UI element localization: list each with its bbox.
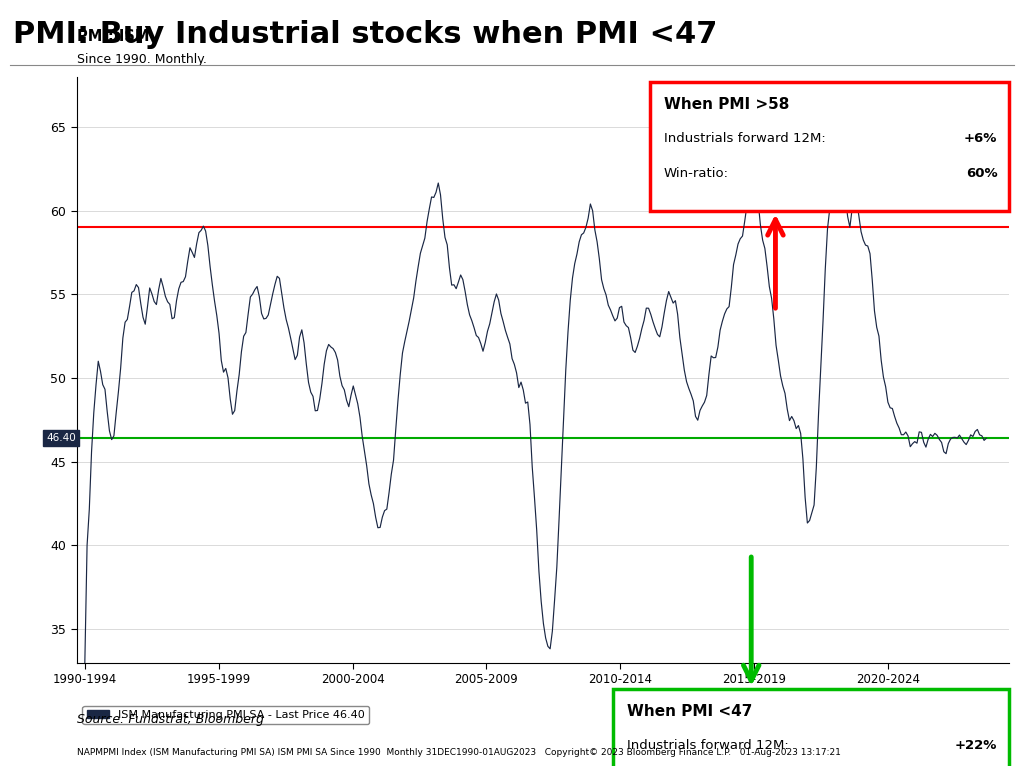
Text: +6%: +6% — [964, 133, 997, 146]
Text: PMI: ISM: PMI: ISM — [77, 29, 150, 44]
FancyBboxPatch shape — [650, 83, 1009, 211]
Text: 60%: 60% — [966, 168, 997, 181]
Text: Industrials forward 12M:: Industrials forward 12M: — [627, 738, 788, 751]
Text: When PMI <47: When PMI <47 — [627, 704, 752, 719]
Text: +22%: +22% — [955, 738, 997, 751]
Text: Win-ratio:: Win-ratio: — [664, 168, 729, 181]
FancyBboxPatch shape — [612, 689, 1009, 766]
Legend: ISM Manufacturing PMI SA - Last Price 46.40: ISM Manufacturing PMI SA - Last Price 46… — [82, 705, 369, 725]
Text: Industrials forward 12M:: Industrials forward 12M: — [664, 133, 825, 146]
Text: Since 1990. Monthly.: Since 1990. Monthly. — [77, 53, 207, 66]
Text: NAPMPMI Index (ISM Manufacturing PMI SA) ISM PMI SA Since 1990  Monthly 31DEC199: NAPMPMI Index (ISM Manufacturing PMI SA)… — [77, 748, 841, 757]
Text: 46.40: 46.40 — [46, 434, 76, 444]
Text: Source: Fundstrat, Bloomberg: Source: Fundstrat, Bloomberg — [77, 713, 263, 726]
Text: PMI: Buy Industrial stocks when PMI <47: PMI: Buy Industrial stocks when PMI <47 — [13, 20, 718, 49]
Text: When PMI >58: When PMI >58 — [664, 97, 790, 112]
